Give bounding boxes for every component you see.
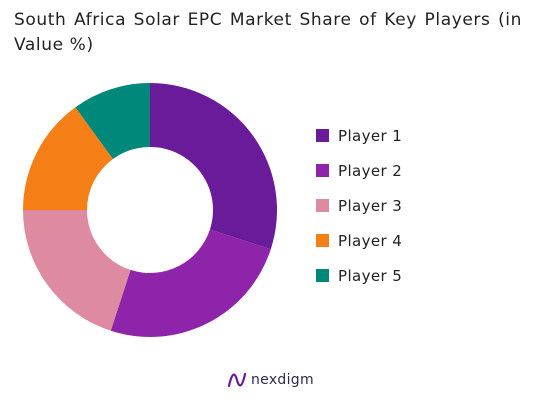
legend-item-1: Player 1 — [316, 118, 402, 153]
donut-slice-4 — [23, 107, 113, 210]
legend-swatch-3 — [316, 199, 329, 212]
donut-slice-1 — [150, 83, 277, 250]
legend-label-5: Player 5 — [338, 266, 403, 285]
legend-label-2: Player 2 — [338, 161, 403, 180]
brand-name: nexdigm — [251, 372, 314, 388]
legend-swatch-2 — [316, 164, 329, 177]
chart-legend: Player 1 Player 2 Player 3 Player 4 Player 5 — [316, 118, 402, 293]
legend-swatch-4 — [316, 234, 329, 247]
donut-slice-5 — [75, 83, 150, 160]
legend-label-1: Player 1 — [338, 126, 403, 145]
legend-swatch-1 — [316, 129, 329, 142]
legend-label-3: Player 3 — [338, 196, 403, 215]
legend-label-4: Player 4 — [338, 231, 403, 250]
legend-item-4: Player 4 — [316, 223, 402, 258]
nexdigm-logo-icon — [227, 372, 247, 388]
legend-item-3: Player 3 — [316, 188, 402, 223]
legend-item-5: Player 5 — [316, 258, 402, 293]
donut-slice-3 — [23, 210, 131, 331]
legend-item-2: Player 2 — [316, 153, 402, 188]
legend-swatch-5 — [316, 269, 329, 282]
brand: nexdigm — [227, 370, 314, 390]
chart-title: South Africa Solar EPC Market Share of K… — [14, 10, 522, 55]
donut-slice-2 — [110, 229, 271, 337]
